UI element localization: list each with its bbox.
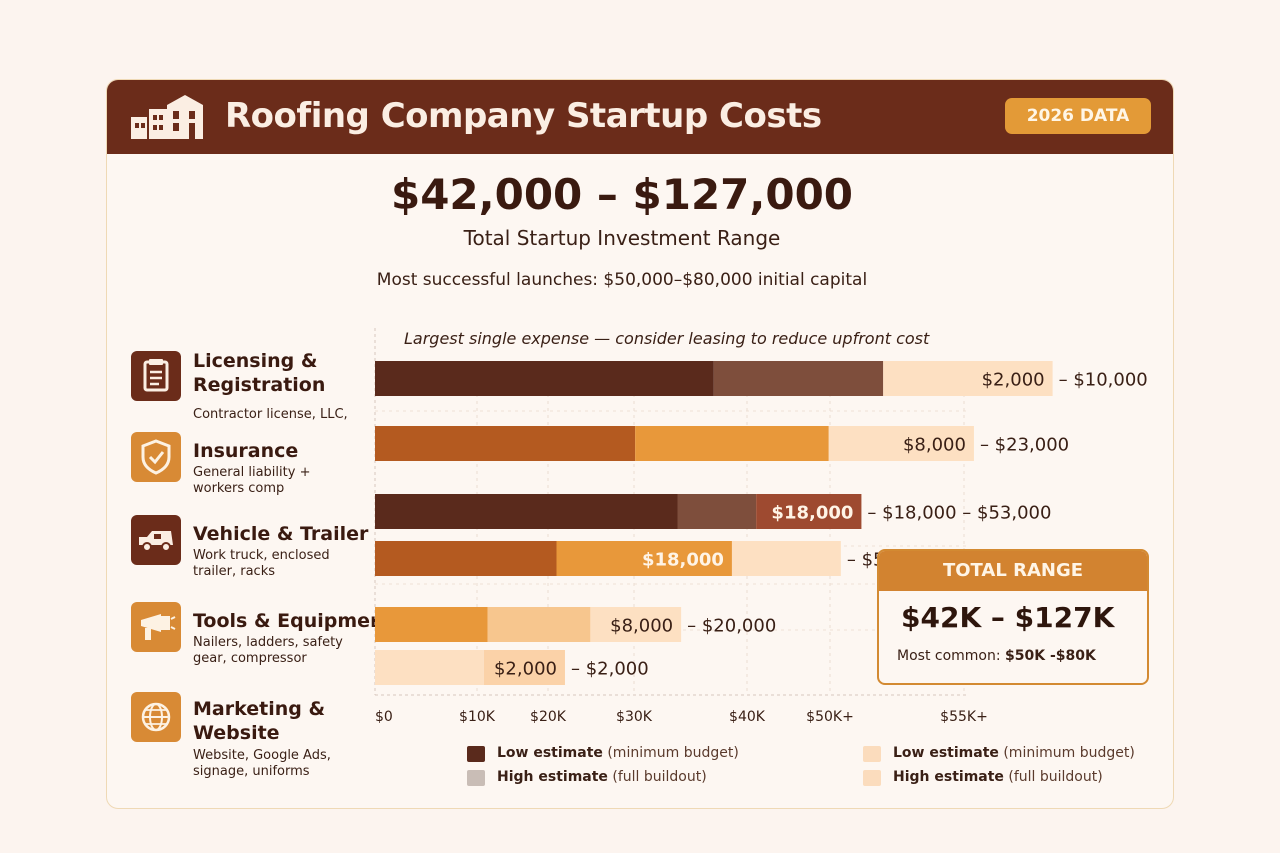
bar-value-label: $8,000 — [610, 616, 673, 637]
x-tick-label: $40K — [729, 709, 766, 725]
bar-segment — [375, 426, 636, 461]
chart-annotation: Largest single expense — consider leasin… — [404, 329, 930, 348]
total-range-headline: $42,000 – $127,000 — [390, 170, 854, 219]
category-desc: Contractor license, LLC, — [193, 407, 348, 422]
bar-segment — [756, 494, 862, 529]
x-tick-label: $0 — [375, 709, 393, 725]
bar-segment — [483, 650, 565, 685]
bar-segment — [883, 361, 1053, 396]
legend-label: Low estimate — [893, 745, 999, 761]
bar-range-suffix: – $20,000 — [687, 616, 776, 637]
legend-label: Low estimate — [497, 745, 603, 761]
total-range-label: Total Startup Investment Range — [463, 226, 781, 250]
legend-note: (minimum budget) — [607, 745, 739, 761]
x-tick-label: $20K — [530, 709, 567, 725]
bar-segment — [375, 607, 488, 642]
bar-segment — [375, 494, 678, 529]
total-range-heading: TOTAL RANGE — [879, 551, 1147, 591]
data-year-badge: 2026 DATA — [1005, 98, 1151, 134]
bar-segment — [487, 607, 591, 642]
legend-note: (full buildout) — [1008, 769, 1103, 785]
x-tick-label: $50K+ — [806, 709, 854, 725]
header-bar: Roofing Company Startup Costs 2026 DATA — [107, 80, 1173, 154]
category-desc: Nailers, ladders, safety gear, compresso… — [193, 635, 343, 666]
category-title: Tools & Equipment — [193, 610, 393, 632]
category-title: Marketing & Website — [193, 698, 326, 744]
launch-note: Most successful launches: $50,000–$80,00… — [376, 270, 868, 290]
total-range-box: TOTAL RANGE $42K – $127K Most common: $5… — [877, 549, 1149, 685]
bar-segment — [590, 607, 682, 642]
globe-icon — [131, 692, 181, 742]
bar-range-suffix: – $23,000 — [980, 435, 1069, 456]
legend-swatch — [863, 746, 881, 762]
shield-check-icon — [131, 432, 181, 482]
cost-bar-chart: $0 $10K $20K $30K $40K $50K+ $55K+ $2,000 – $10,… — [374, 328, 1148, 725]
bar-range-suffix: – $2,000 — [571, 659, 649, 680]
bar-segment — [713, 361, 884, 396]
bar-segment — [731, 541, 841, 576]
bar-segment — [375, 361, 714, 396]
legend-note: (minimum budget) — [1003, 745, 1135, 761]
nail-gun-icon — [131, 602, 181, 652]
legend-swatch — [467, 770, 485, 786]
category-desc: General liability + workers comp — [193, 465, 311, 496]
infographic-card: Roofing Company Startup Costs 2026 DATA … — [106, 79, 1174, 809]
category-desc: Website, Google Ads, signage, uniforms — [193, 748, 331, 779]
x-tick-label: $55K+ — [940, 709, 988, 725]
total-range-note: Most common: $50K -$80K — [897, 648, 1096, 664]
legend-label: High estimate — [497, 769, 608, 785]
bar-segment — [677, 494, 757, 529]
bar-value-label: $2,000 — [494, 659, 557, 680]
bar-segment — [556, 541, 732, 576]
note-value: $50K -$80K — [1005, 648, 1096, 664]
legend-swatch — [863, 770, 881, 786]
x-tick-label: $10K — [459, 709, 496, 725]
category-desc: Work truck, enclosed trailer, racks — [193, 548, 330, 579]
x-tick-label: $30K — [616, 709, 653, 725]
document-icon — [131, 351, 181, 401]
bar-value-label: $8,000 — [903, 435, 966, 456]
bar-segment — [375, 541, 557, 576]
buildings-logo-icon — [131, 95, 203, 139]
legend-label: High estimate — [893, 769, 1004, 785]
bar-range-suffix: – $18,000 – $53,000 — [867, 503, 1051, 524]
bar-value-label: $18,000 — [771, 503, 853, 524]
total-range-value: $42K – $127K — [901, 601, 1115, 634]
bar-range-suffix: – $10,000 — [1059, 370, 1148, 391]
bar-segment — [828, 426, 974, 461]
bar-segment — [375, 650, 484, 685]
bar-segment — [635, 426, 829, 461]
legend-note: (full buildout) — [612, 769, 707, 785]
category-title: Vehicle & Trailer — [193, 523, 369, 545]
legend-swatch — [467, 746, 485, 762]
category-title: Insurance — [193, 440, 299, 462]
bar-value-label: $18,000 — [642, 550, 724, 571]
truck-icon — [131, 515, 181, 565]
note-label: Most common: — [897, 648, 1001, 664]
bar-value-label: $2,000 — [982, 370, 1045, 391]
category-title: Licensing & Registration — [193, 350, 326, 396]
page-title: Roofing Company Startup Costs — [225, 96, 822, 136]
